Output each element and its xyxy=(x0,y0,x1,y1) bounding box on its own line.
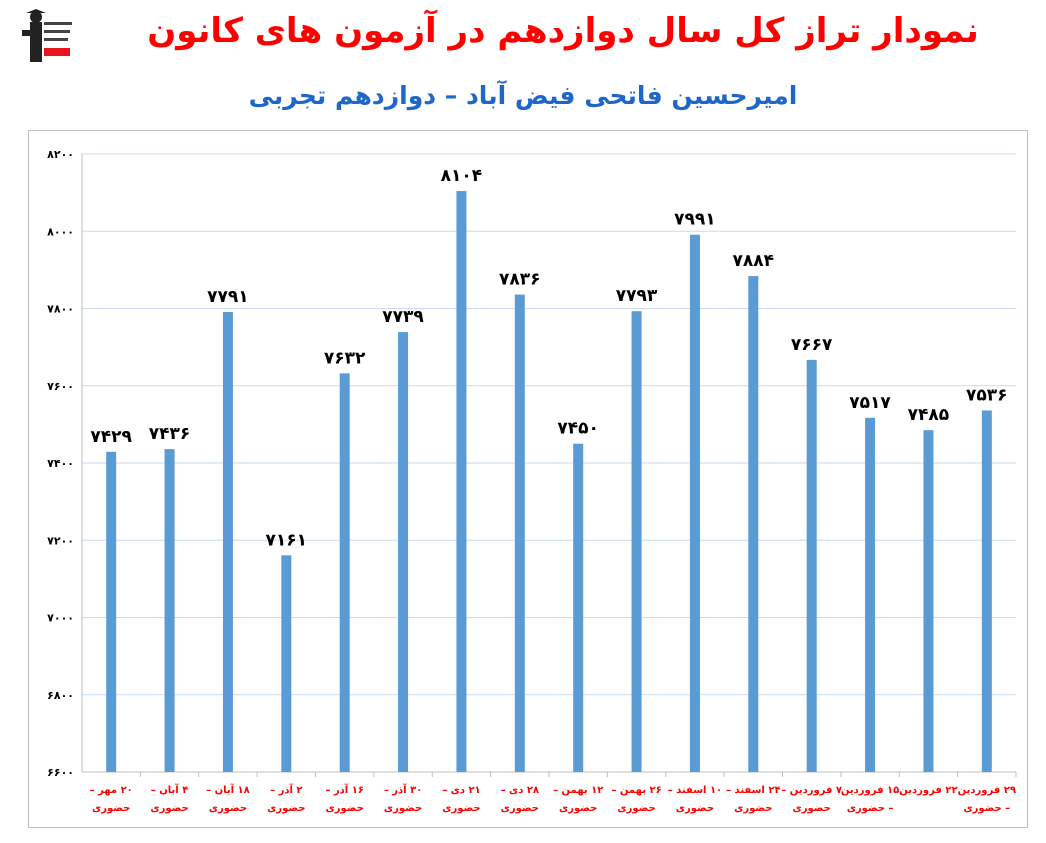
data-label: ۷۶۳۲ xyxy=(324,348,366,368)
y-tick-label: ۷۶۰۰ xyxy=(47,380,74,393)
y-tick-label: ۸۰۰۰ xyxy=(47,225,74,238)
x-tick-label: ۲۸ دی – xyxy=(501,785,539,796)
x-tick-label: حضوری xyxy=(617,803,655,814)
data-label: ۷۴۸۵ xyxy=(908,405,950,425)
x-tick-label: ۲۹ فروردین xyxy=(958,785,1016,796)
x-tick-label: ۲۴ اسفند – xyxy=(726,785,781,796)
x-tick-label: ۱۰ اسفند – xyxy=(668,785,723,796)
y-tick-label: ۶۸۰۰ xyxy=(47,689,74,702)
x-tick-label: ۷ فروردین – xyxy=(781,785,842,796)
x-tick-label: حضوری xyxy=(501,803,539,814)
x-tick-label: حضوری xyxy=(326,803,364,814)
bar xyxy=(631,311,642,772)
bar xyxy=(514,294,525,772)
bar xyxy=(106,451,117,772)
x-tick-label: حضوری xyxy=(384,803,422,814)
x-tick-label: ۴ آبان – xyxy=(151,783,189,796)
data-label: ۸۱۰۴ xyxy=(441,166,483,186)
data-label: ۷۴۵۰ xyxy=(557,419,599,439)
y-tick-label: ۷۰۰۰ xyxy=(47,612,74,625)
graduate-figure-icon xyxy=(22,9,46,62)
x-tick-label: حضوری xyxy=(209,803,247,814)
bar xyxy=(865,417,876,772)
x-tick-label: ۱۶ آذر – xyxy=(325,783,364,796)
data-label: ۷۱۶۱ xyxy=(266,530,308,550)
x-tick-label: ۱۲ بهمن – xyxy=(553,785,603,796)
bar xyxy=(339,373,350,772)
bar xyxy=(748,276,759,772)
bar xyxy=(923,430,934,772)
data-label: ۷۸۸۴ xyxy=(733,251,775,271)
chart-subtitle: امیرحسین فاتحی فیض آباد – دوازدهم تجربی xyxy=(248,81,798,110)
y-tick-label: ۷۸۰۰ xyxy=(47,303,74,316)
data-label: ۷۵۱۷ xyxy=(849,393,891,413)
data-label: ۷۷۳۹ xyxy=(382,307,424,327)
x-tick-label: ۲۱ دی – xyxy=(442,785,480,796)
x-tick-label: ۳۰ آذر – xyxy=(384,783,423,796)
x-tick-label: – حضوری xyxy=(963,803,1010,814)
bar xyxy=(806,359,817,772)
data-label: ۷۷۹۳ xyxy=(616,286,658,306)
bar xyxy=(573,443,584,772)
y-tick-label: ۷۴۰۰ xyxy=(47,457,74,470)
chart-title: نمودار تراز کل سال دوازدهم در آزمون های … xyxy=(147,11,979,51)
x-tick-label: حضوری xyxy=(676,803,714,814)
y-tick-label: ۶۶۰۰ xyxy=(47,766,74,779)
x-tick-label: حضوری xyxy=(734,803,772,814)
bar xyxy=(222,311,233,772)
kanoon-logo xyxy=(22,9,72,62)
data-label: ۷۸۳۶ xyxy=(499,270,541,290)
x-tick-label: ۲۰ مهر – xyxy=(90,785,133,796)
y-tick-label: ۷۲۰۰ xyxy=(47,534,74,547)
x-tick-label: حضوری xyxy=(267,803,305,814)
bar xyxy=(398,332,409,772)
bar xyxy=(164,449,175,772)
x-tick-label: حضوری xyxy=(92,803,130,814)
y-tick-label: ۸۲۰۰ xyxy=(47,148,74,161)
data-label: ۷۹۹۱ xyxy=(674,210,716,230)
data-label: ۷۵۳۶ xyxy=(966,385,1008,405)
data-label: ۷۷۹۱ xyxy=(207,287,249,307)
x-tick-label: حضوری xyxy=(793,803,831,814)
x-tick-label: ۲۲ فروردین xyxy=(899,785,957,796)
x-tick-label: ۱۵ فروردین xyxy=(841,785,899,796)
data-label: ۷۴۳۶ xyxy=(149,424,191,444)
x-tick-label: ۲ آذر – xyxy=(270,783,302,796)
x-tick-label: ۱۸ آبان – xyxy=(206,783,250,796)
bar xyxy=(456,191,467,772)
chart-frame xyxy=(28,130,1028,828)
x-tick-label: حضوری xyxy=(150,803,188,814)
x-tick-label: ۲۶ بهمن – xyxy=(611,785,661,796)
bar xyxy=(689,234,700,772)
bar xyxy=(281,555,292,772)
data-label: ۷۶۶۷ xyxy=(791,335,833,355)
bar xyxy=(981,410,992,772)
x-tick-label: حضوری xyxy=(442,803,480,814)
x-tick-label: – حضوری xyxy=(847,803,894,814)
x-tick-label: حضوری xyxy=(559,803,597,814)
data-label: ۷۴۲۹ xyxy=(90,427,132,447)
